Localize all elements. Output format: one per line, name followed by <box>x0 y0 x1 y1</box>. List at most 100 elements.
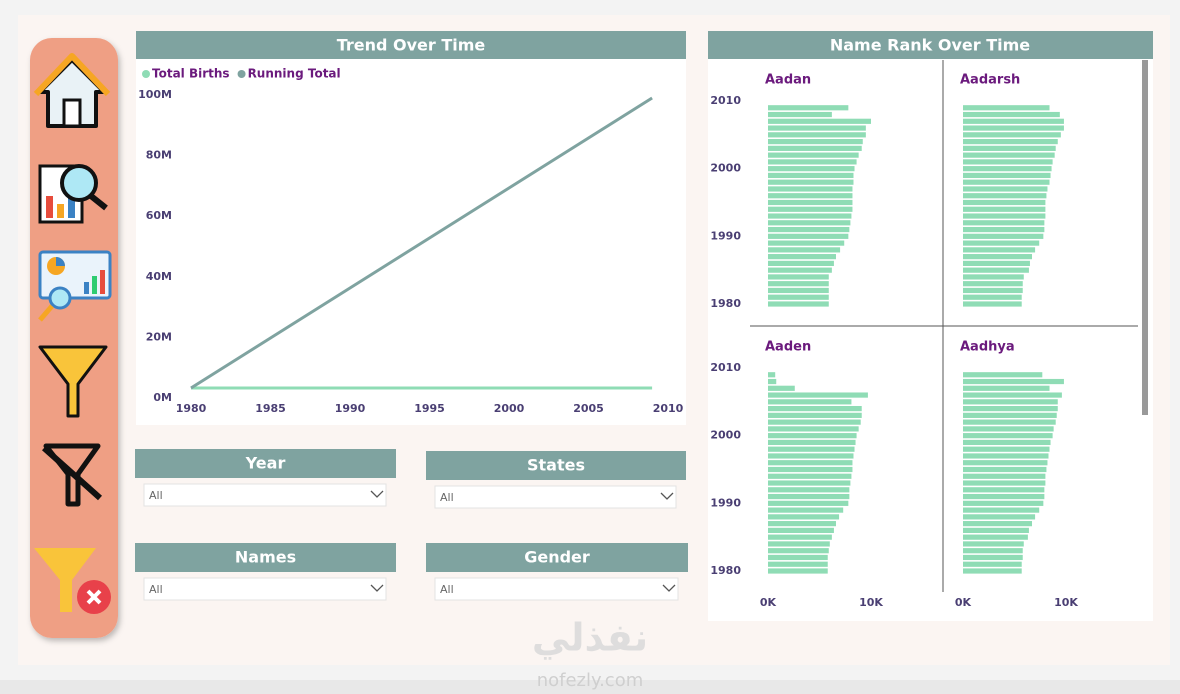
clear-filter-icon[interactable] <box>42 443 102 507</box>
bar <box>963 453 1049 459</box>
dropdown[interactable]: All <box>434 577 679 601</box>
bar <box>963 521 1033 527</box>
bar <box>963 287 1023 294</box>
x-tick-label: 1990 <box>335 402 366 415</box>
panel-title: Aaden <box>765 340 811 355</box>
bar <box>768 372 776 378</box>
panel-title: Aadhya <box>960 340 1015 355</box>
bar <box>768 152 859 158</box>
y-tick-label: 2010 <box>710 361 741 374</box>
dropdown[interactable]: All <box>143 483 387 507</box>
bar <box>963 480 1046 486</box>
bar <box>963 385 1050 391</box>
bar <box>963 152 1055 158</box>
bar <box>963 568 1022 574</box>
line-chart: 0M 20M 40M 60M 80M 100M 1980 1985 1990 1995 2000 20… <box>138 67 684 416</box>
bar <box>768 493 850 500</box>
bar <box>963 281 1023 287</box>
bar <box>768 419 861 425</box>
bar <box>963 118 1064 124</box>
bar <box>768 179 854 185</box>
bar <box>963 179 1050 185</box>
bar <box>768 206 853 212</box>
bar <box>768 125 866 131</box>
bar <box>768 186 853 192</box>
dropdown[interactable]: All <box>143 577 387 601</box>
bar <box>963 159 1053 165</box>
bar <box>963 460 1048 466</box>
bar <box>768 105 849 111</box>
dropdown-value: All <box>440 583 454 596</box>
watermark: nofezly.com <box>537 670 644 691</box>
reset-filter-icon[interactable] <box>34 548 111 614</box>
bar <box>768 118 871 124</box>
bar <box>963 254 1033 260</box>
dropdown[interactable]: All <box>434 485 677 509</box>
y-tick-label: 80M <box>146 149 172 162</box>
bar <box>963 226 1045 233</box>
chart-title: Name Rank Over Time <box>830 36 1030 55</box>
x-tick-label: 10K <box>1054 596 1078 609</box>
bar <box>963 473 1046 479</box>
chevron <box>370 490 384 498</box>
header-bar <box>136 31 686 59</box>
dropdown-box <box>434 577 679 601</box>
bar <box>963 507 1040 513</box>
slicer-header <box>426 543 688 572</box>
x-tick-label: 0K <box>955 596 972 609</box>
dropdown-value: All <box>149 489 163 502</box>
y-tick-label: 1980 <box>710 297 741 310</box>
bar <box>768 301 829 307</box>
bar <box>768 500 849 506</box>
bar <box>963 412 1057 418</box>
bar <box>768 226 850 233</box>
line-series <box>190 96 653 390</box>
slicers: Year All States All Names All Gender All <box>135 449 688 601</box>
dropdown-box <box>143 483 387 507</box>
y-tick-label: 1980 <box>710 564 741 577</box>
filter-icon[interactable] <box>38 345 108 418</box>
legend-label[interactable]: Total Births <box>152 67 230 81</box>
bar <box>768 233 849 239</box>
report-icon[interactable] <box>38 164 108 224</box>
bar <box>768 548 829 554</box>
bar <box>768 412 862 418</box>
bar <box>963 111 1060 118</box>
analytics-icon[interactable] <box>38 250 112 322</box>
bar <box>963 172 1051 179</box>
y-tick-label: 2010 <box>710 94 741 107</box>
bar <box>963 406 1058 412</box>
dropdown-box <box>434 485 677 509</box>
scrollbar[interactable] <box>1142 60 1148 415</box>
x-tick-label: 2005 <box>573 402 604 415</box>
bar <box>768 193 853 199</box>
bar <box>963 139 1058 145</box>
bar <box>768 281 829 287</box>
y-tick-label: 20M <box>146 330 172 343</box>
bar <box>768 213 852 219</box>
bar <box>963 500 1044 506</box>
slicer-header <box>135 543 396 572</box>
home-icon[interactable] <box>33 53 111 128</box>
bar <box>768 287 829 294</box>
bar <box>768 514 840 520</box>
bar <box>768 446 855 452</box>
bar <box>768 254 836 260</box>
bar <box>963 378 1064 385</box>
bar <box>768 247 841 253</box>
y-tick-label: 0M <box>153 391 172 404</box>
slicer-title: States <box>527 456 585 475</box>
legend-label[interactable]: Running Total <box>248 67 341 81</box>
y-tick-label: 60M <box>146 209 172 222</box>
bar <box>963 301 1022 307</box>
x-tick-label: 1980 <box>176 402 207 415</box>
bar <box>963 233 1044 239</box>
bar <box>963 548 1023 554</box>
bar <box>963 145 1056 151</box>
bar <box>963 466 1047 473</box>
bar <box>963 487 1045 493</box>
bar <box>963 206 1046 212</box>
bar <box>963 541 1024 547</box>
